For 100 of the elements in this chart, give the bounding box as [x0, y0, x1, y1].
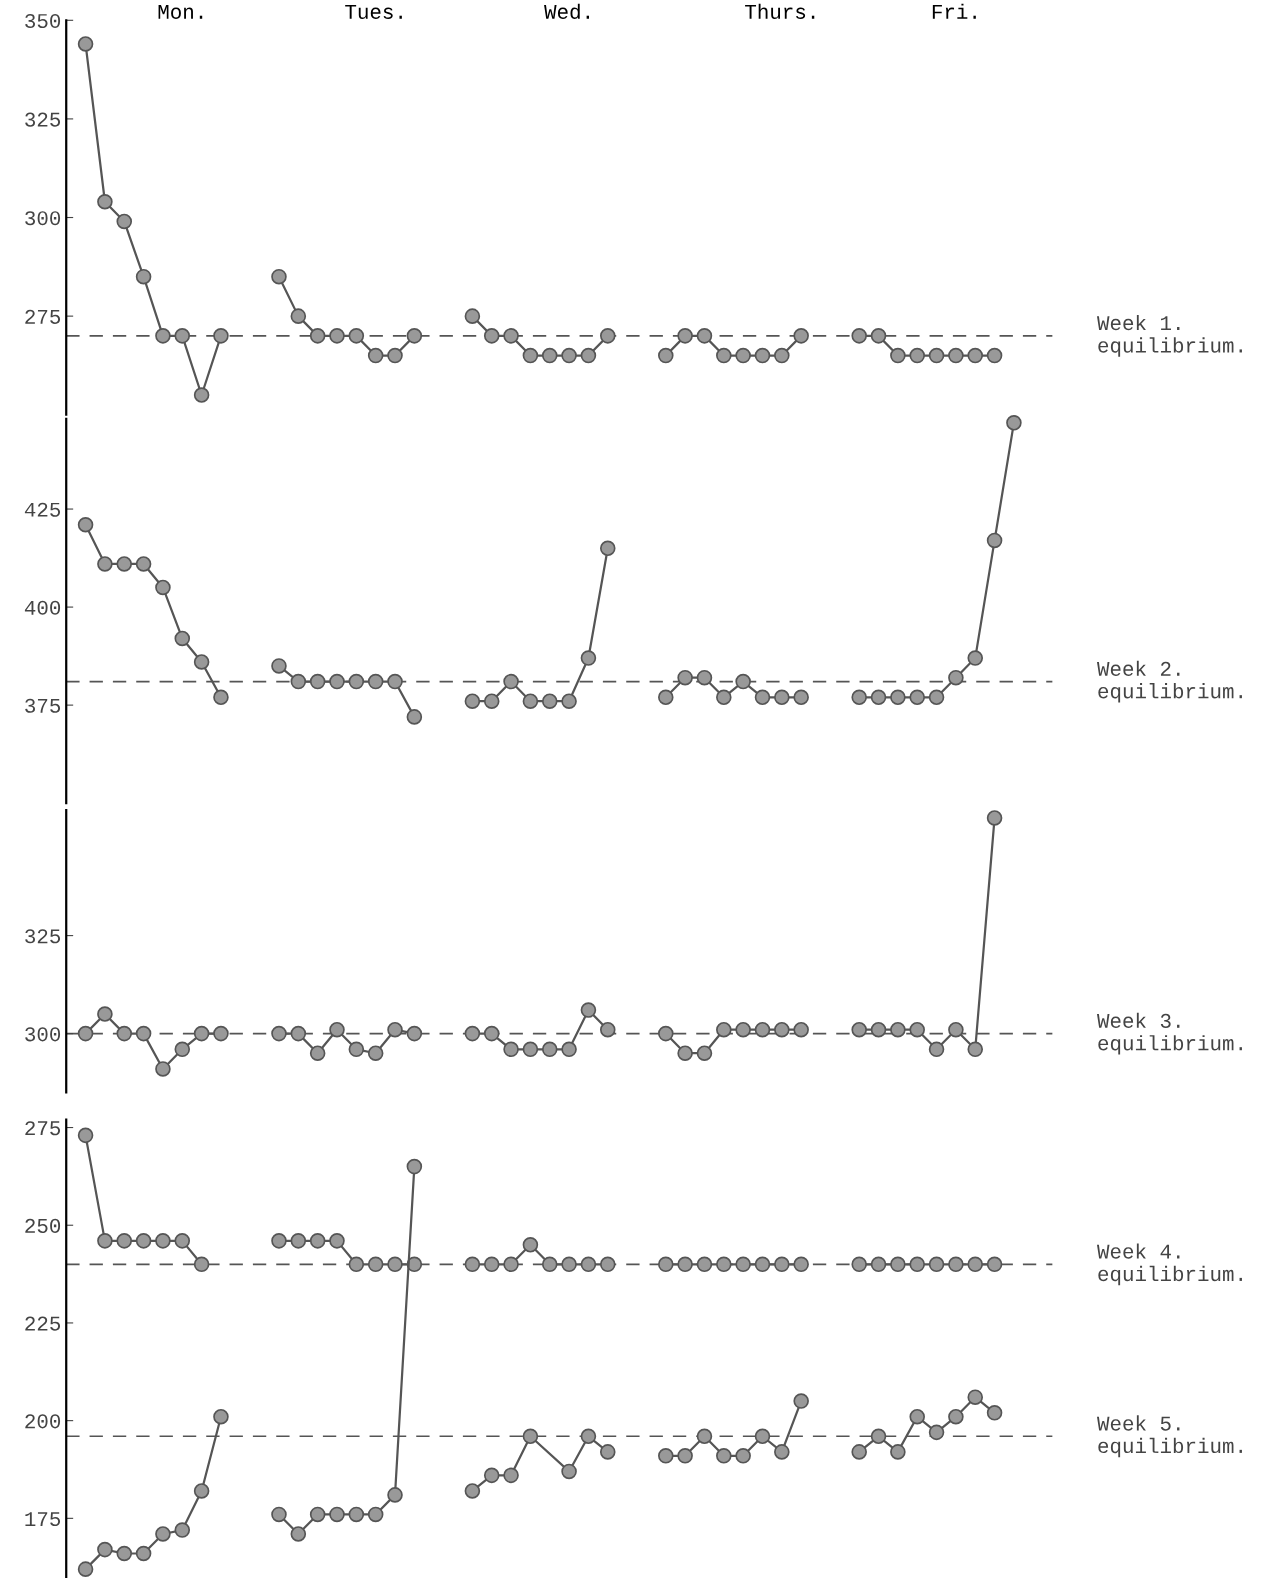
point: [928, 1041, 945, 1058]
point: [116, 556, 133, 572]
point: [367, 347, 384, 364]
point: [967, 1041, 984, 1058]
point: [793, 1393, 809, 1409]
point: [716, 1021, 732, 1038]
point: [387, 1021, 403, 1038]
point: [329, 1506, 345, 1523]
point: [928, 347, 945, 364]
point: [870, 328, 887, 344]
point: [870, 689, 887, 706]
point: [387, 1487, 403, 1503]
y-tick-label: 425: [24, 502, 61, 517]
point: [174, 1522, 191, 1538]
point: [174, 1233, 191, 1249]
point: [541, 693, 558, 709]
point: [716, 689, 732, 706]
point: [464, 1483, 481, 1499]
point: [948, 1021, 964, 1038]
point: [329, 1021, 345, 1038]
point: [986, 1256, 1003, 1273]
point: [754, 1021, 771, 1038]
point: [851, 1444, 867, 1460]
point: [155, 1061, 171, 1077]
point: [774, 1256, 790, 1273]
point: [890, 347, 906, 364]
point: [658, 347, 674, 364]
point: [503, 673, 519, 690]
point: [716, 347, 732, 364]
point: [696, 1428, 713, 1445]
point: [735, 347, 751, 364]
point: [851, 1256, 867, 1273]
point: [928, 689, 945, 706]
point: [986, 1405, 1003, 1421]
point: [77, 1025, 94, 1042]
point: [580, 650, 597, 666]
point: [735, 673, 751, 690]
y-tick-label: 400: [24, 600, 61, 615]
point: [483, 693, 500, 709]
x-tick-label: Mon.: [158, 5, 203, 19]
point: [77, 36, 94, 52]
y-tick-label: 375: [25, 698, 61, 713]
point: [870, 1256, 887, 1273]
x-tick-label: Wed.: [544, 3, 590, 20]
point: [658, 689, 674, 706]
point: [696, 1045, 713, 1062]
point: [677, 1448, 693, 1464]
point: [754, 689, 771, 706]
y-tick-label: 200: [25, 1414, 61, 1429]
point: [793, 1021, 809, 1038]
point: [97, 556, 113, 572]
point: [696, 1256, 713, 1273]
point: [348, 1256, 365, 1273]
point: [271, 1506, 287, 1523]
point: [97, 1233, 113, 1249]
point: [483, 1467, 500, 1484]
point: [464, 693, 481, 709]
point: [97, 1541, 113, 1558]
point: [967, 347, 984, 364]
point: [793, 328, 809, 344]
point: [599, 328, 616, 344]
point: [754, 347, 771, 364]
point: [793, 1256, 809, 1273]
point: [677, 1256, 693, 1273]
point: [890, 1256, 906, 1273]
point: [116, 1545, 133, 1562]
point: [890, 1444, 906, 1460]
ref-line-label: Week 4. equilibrium.: [1096, 1243, 1242, 1286]
point: [309, 328, 326, 344]
point: [522, 693, 539, 709]
point: [580, 1256, 597, 1273]
point: [948, 1256, 964, 1273]
point: [290, 308, 307, 324]
point: [464, 1025, 481, 1042]
point: [967, 650, 984, 666]
point: [851, 689, 867, 706]
point: [599, 1256, 616, 1273]
point: [155, 1526, 171, 1542]
point: [155, 579, 171, 596]
ref-line-label: Week 1. equilibrium.: [1096, 314, 1242, 357]
point: [928, 1424, 945, 1441]
point: [754, 1256, 771, 1273]
point: [193, 1256, 210, 1273]
point: [890, 689, 906, 706]
point: [716, 1448, 732, 1464]
point: [677, 669, 693, 686]
point: [658, 1448, 674, 1464]
point: [290, 1526, 307, 1542]
point: [329, 1233, 345, 1249]
point: [271, 268, 287, 285]
point: [735, 1021, 751, 1038]
x-tick-label: Tues.: [345, 5, 402, 19]
point: [774, 347, 790, 364]
point: [483, 1025, 500, 1042]
point: [77, 1561, 94, 1577]
point: [541, 347, 558, 364]
point: [290, 1233, 307, 1249]
point: [716, 1256, 732, 1273]
point: [851, 1021, 867, 1038]
point: [387, 673, 403, 690]
